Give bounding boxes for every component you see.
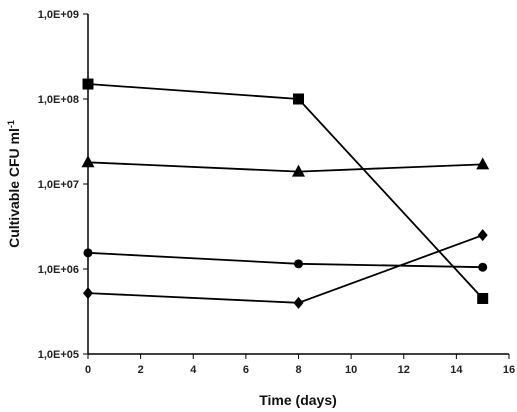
data-point-triangle (81, 155, 95, 168)
x-tick-label: 8 (295, 364, 301, 376)
data-point-triangle (292, 164, 305, 177)
y-tick-label: 1,0E+05 (38, 349, 79, 361)
x-tick-label: 14 (450, 364, 463, 376)
data-point-circle (478, 262, 488, 272)
x-tick-label: 4 (190, 364, 197, 376)
series-square (82, 78, 489, 304)
y-tick-label: 1,0E+06 (38, 264, 79, 276)
series-circle (83, 248, 488, 272)
data-point-square (293, 93, 304, 105)
y-tick-label: 1,0E+07 (38, 179, 79, 191)
ticks: 0 2 4 6 8 10 12 14 16 1,0E+05 1,0E+06 1,0E+07 1,0E+0… (38, 9, 515, 376)
series-line (87, 161, 483, 173)
data-point-square (477, 292, 489, 304)
y-axis-title-text: Cultivable CFU ml (6, 128, 22, 248)
series-triangle (81, 155, 490, 177)
series-diamond (83, 229, 488, 309)
series-group (81, 78, 490, 309)
x-axis-title: Time (days) (259, 392, 337, 408)
y-tick-label: 1,0E+09 (38, 9, 79, 21)
y-tick-label: 1,0E+08 (38, 94, 79, 106)
x-tick-label: 10 (345, 364, 357, 376)
y-axis-title: Cultivable CFU ml-1 (6, 120, 22, 248)
data-point-circle (294, 259, 303, 269)
data-point-circle (83, 248, 93, 258)
x-tick-label: 2 (138, 364, 144, 376)
y-axis-title-superscript: -1 (6, 120, 16, 128)
x-tick-label: 0 (85, 364, 91, 376)
x-tick-label: 16 (503, 364, 515, 376)
data-point-diamond (293, 296, 304, 309)
data-point-diamond (477, 229, 488, 242)
series-line (87, 234, 484, 304)
series-line (87, 251, 483, 269)
data-point-diamond (83, 287, 93, 300)
data-point-triangle (476, 157, 490, 170)
data-point-square (82, 78, 94, 90)
x-tick-label: 6 (243, 364, 249, 376)
x-tick-label: 12 (398, 364, 410, 376)
